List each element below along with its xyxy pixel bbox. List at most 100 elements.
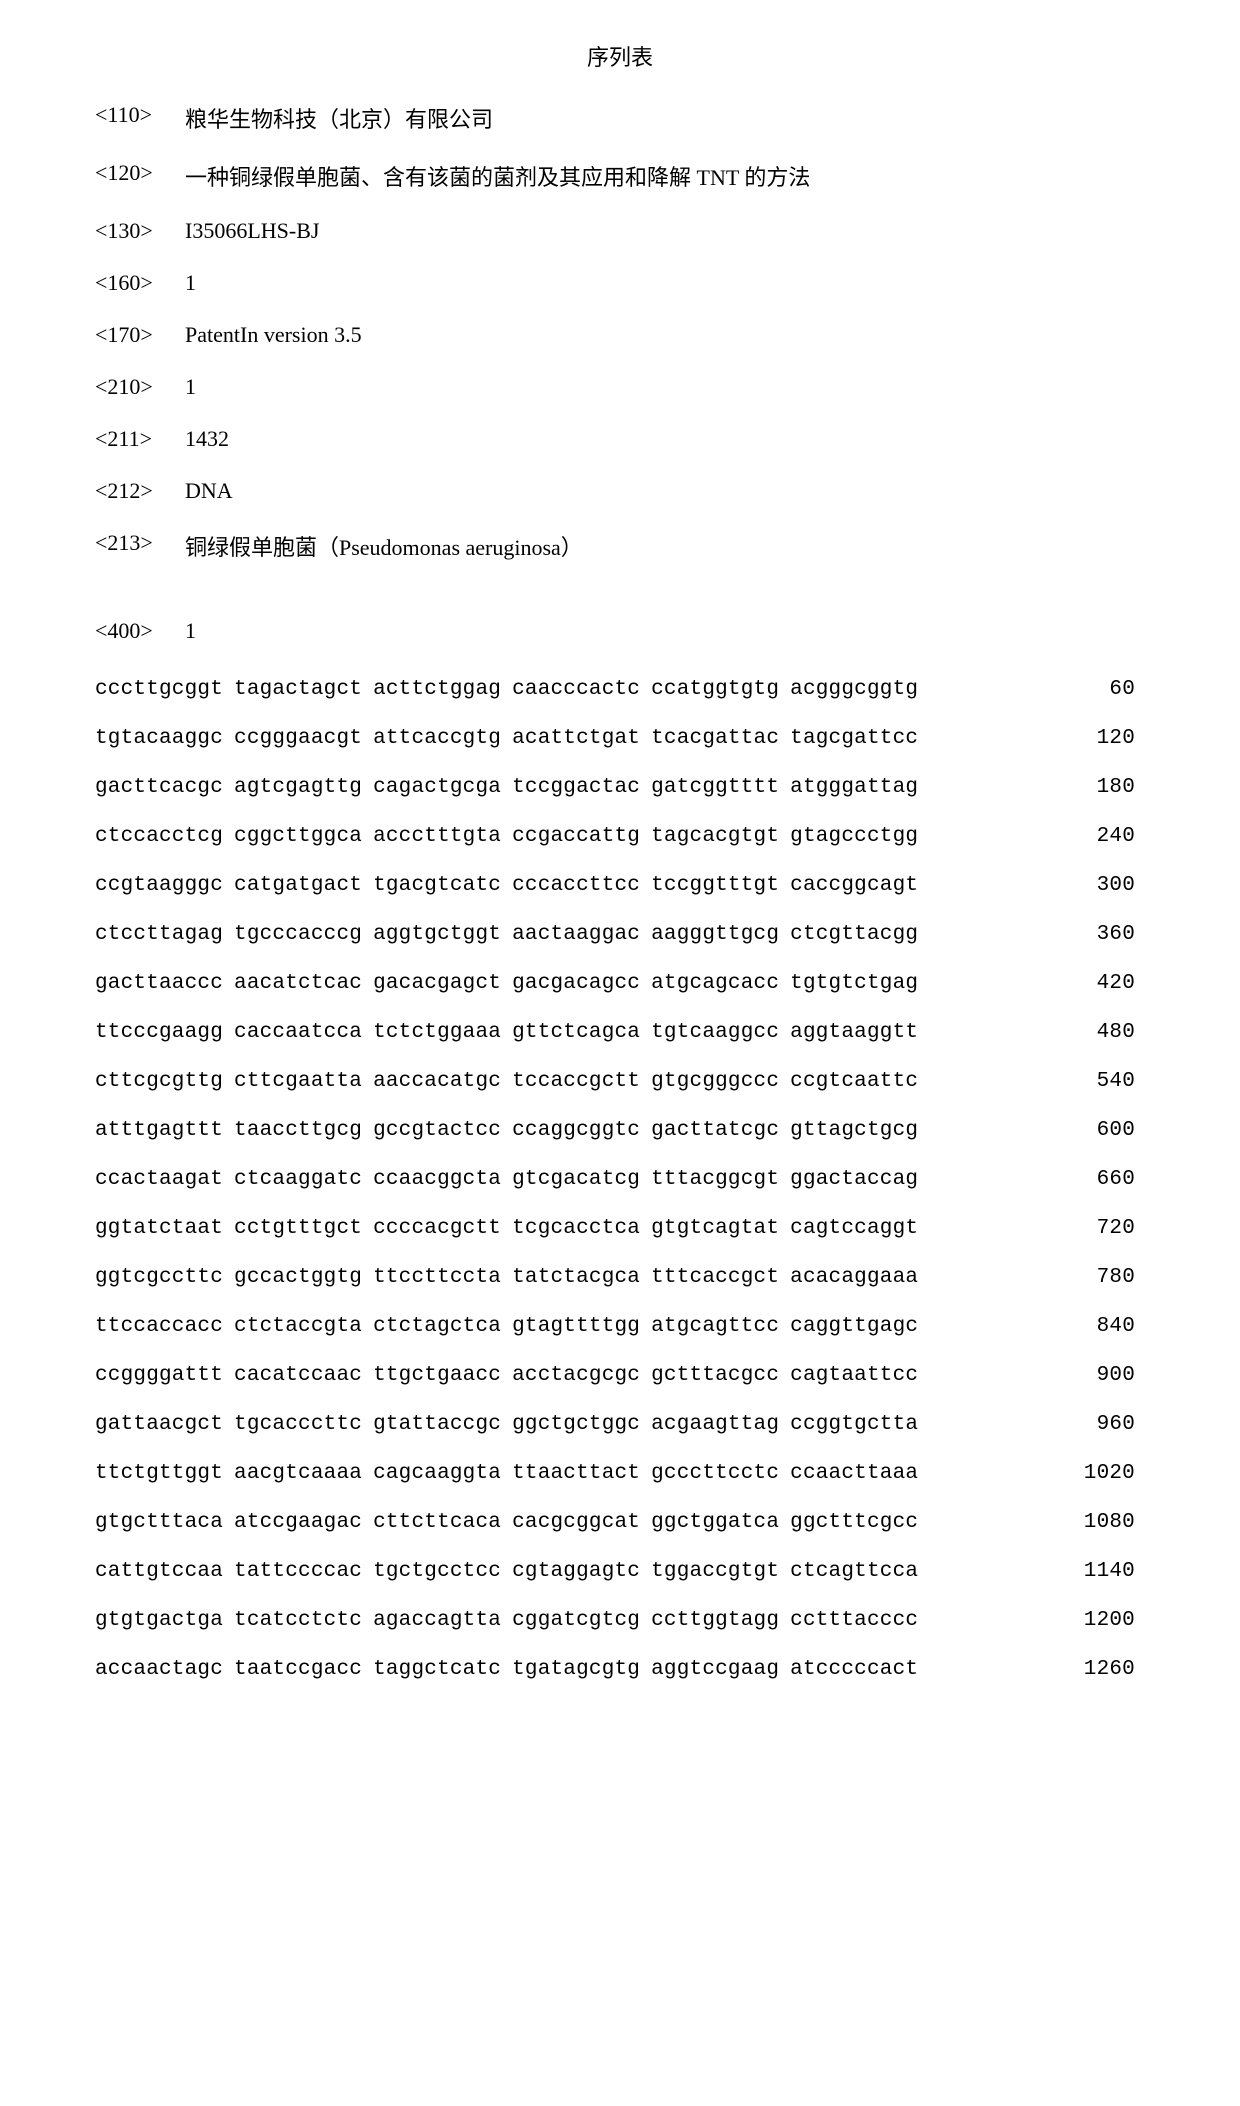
sequence-block: ggctgctggc [512, 1413, 640, 1436]
sequence-blocks: gacttcacgcagtcgagttgcagactgcgatccggactac… [95, 776, 918, 799]
sequence-block: catgatgact [234, 874, 362, 897]
sequence-blocks: tgtacaaggcccgggaacgtattcaccgtgacattctgat… [95, 727, 918, 750]
sequence-block: tggaccgtgt [651, 1560, 779, 1583]
sequence-position: 900 [1075, 1364, 1145, 1387]
header-line: <120>一种铜绿假单胞菌、含有该菌的菌剂及其应用和降解 TNT 的方法 [95, 160, 1145, 192]
sequence-block: ggactaccag [790, 1168, 918, 1191]
sequence-block: taaccttgcg [234, 1119, 362, 1142]
sequence-block: aggtccgaag [651, 1658, 779, 1681]
sequence-block: ccccacgctt [373, 1217, 501, 1240]
sequence-blocks: ccactaagatctcaaggatcccaacggctagtcgacatcg… [95, 1168, 918, 1191]
header-value: 1 [185, 270, 196, 296]
sequence-line: ccactaagatctcaaggatcccaacggctagtcgacatcg… [95, 1168, 1145, 1191]
sequence-line: ggtcgccttcgccactggtgttccttcctatatctacgca… [95, 1266, 1145, 1289]
sequence-block: gccactggtg [234, 1266, 362, 1289]
sequence-block: gcccttcctc [651, 1462, 779, 1485]
sequence-block: attcaccgtg [373, 727, 501, 750]
sequence-position: 60 [1075, 678, 1145, 701]
sequence-block: cattgtccaa [95, 1560, 223, 1583]
sequence-position: 180 [1075, 776, 1145, 799]
sequence-block: tgacgtcatc [373, 874, 501, 897]
sequence-block: ccaacggcta [373, 1168, 501, 1191]
header-value: I35066LHS-BJ [185, 218, 319, 244]
sequence-block: caggttgagc [790, 1315, 918, 1338]
sequence-block: ttgctgaacc [373, 1364, 501, 1387]
sequence-block: gccgtactcc [373, 1119, 501, 1142]
header-tag: <212> [95, 478, 185, 504]
sequence-block: ggctttcgcc [790, 1511, 918, 1534]
sequence-block: cttcttcaca [373, 1511, 501, 1534]
sequence-block: gctttacgcc [651, 1364, 779, 1387]
sequence-position: 240 [1075, 825, 1145, 848]
sequence-line: ccgtaagggccatgatgacttgacgtcatccccaccttcc… [95, 874, 1145, 897]
sequence-block: ccggtgctta [790, 1413, 918, 1436]
sequence-section: cccttgcggttagactagctacttctggagcaacccactc… [95, 678, 1145, 1681]
sequence-block: gtgtcagtat [651, 1217, 779, 1240]
sequence-block: gattaacgct [95, 1413, 223, 1436]
sequence-line: ctccttagagtgcccacccgaggtgctggtaactaaggac… [95, 923, 1145, 946]
sequence-position: 300 [1075, 874, 1145, 897]
sequence-line: gtgctttacaatccgaagaccttcttcacacacgcggcat… [95, 1511, 1145, 1534]
sequence-block: ccatggtgtg [651, 678, 779, 701]
sequence-line: cccttgcggttagactagctacttctggagcaacccactc… [95, 678, 1145, 701]
sequence-block: ggtatctaat [95, 1217, 223, 1240]
sequence-block: cagtccaggt [790, 1217, 918, 1240]
sequence-block: gtcgacatcg [512, 1168, 640, 1191]
sequence-block: acctacgcgc [512, 1364, 640, 1387]
sequence-line: atttgagttt taaccttgcg gccgtactcc ccaggcggtc… [95, 1119, 1145, 1142]
sequence-block: ctcagttcca [790, 1560, 918, 1583]
sequence-line: tgtacaaggcccgggaacgtattcaccgtgacattctgat… [95, 727, 1145, 750]
header-line: <211>1432 [95, 426, 1145, 452]
sequence-block: acacaggaaa [790, 1266, 918, 1289]
sequence-blocks: ctccttagagtgcccacccgaggtgctggtaactaaggac… [95, 923, 918, 946]
sequence-block: taggctcatc [373, 1658, 501, 1681]
sequence-position: 660 [1075, 1168, 1145, 1191]
sequence-block: tgtgtctgag [790, 972, 918, 995]
sequence-blocks: gtgtgactgatcatcctctcagaccagttacggatcgtcg… [95, 1609, 918, 1632]
sequence-block: ttccttccta [373, 1266, 501, 1289]
sequence-block: cacatccaac [234, 1364, 362, 1387]
sequence-block: aagggttgcg [651, 923, 779, 946]
sequence-block: cagcaaggta [373, 1462, 501, 1485]
sequence-block: aacatctcac [234, 972, 362, 995]
sequence-block: ggctggatca [651, 1511, 779, 1534]
sequence-block: tttcaccgct [651, 1266, 779, 1289]
sequence-position: 360 [1075, 923, 1145, 946]
sequence-block: ctccttagag [95, 923, 223, 946]
sequence-blocks: atttgagttt taaccttgcg gccgtactcc ccaggcggtc… [95, 1119, 918, 1142]
sequence-blocks: gtgctttacaatccgaagaccttcttcacacacgcggcat… [95, 1511, 918, 1534]
sequence-blocks: cattgtccaatattccccactgctgcctcccgtaggagtc… [95, 1560, 918, 1583]
header-line: <130>I35066LHS-BJ [95, 218, 1145, 244]
header-tag: <130> [95, 218, 185, 244]
sequence-block: tgtacaaggc [95, 727, 223, 750]
sequence-block: cggcttggca [234, 825, 362, 848]
sequence-block: caacccactc [512, 678, 640, 701]
sequence-block: cgtaggagtc [512, 1560, 640, 1583]
sequence-block: tccaccgctt [512, 1070, 640, 1093]
sequence-block: tgctgcctcc [373, 1560, 501, 1583]
sequence-block: acttctggag [373, 678, 501, 701]
sequence-block: cacgcggcat [512, 1511, 640, 1534]
sequence-block: tttacggcgt [651, 1168, 779, 1191]
sequence-position: 480 [1075, 1021, 1145, 1044]
sequence-block: gatcggtttt [651, 776, 779, 799]
sequence-block: ctcaaggatc [234, 1168, 362, 1191]
header-line: <212>DNA [95, 478, 1145, 504]
sequence-block: ccttggtagg [651, 1609, 779, 1632]
sequence-block: ccggggattt [95, 1364, 223, 1387]
sequence-line: cattgtccaatattccccactgctgcctcccgtaggagtc… [95, 1560, 1145, 1583]
sequence-block: atgcagcacc [651, 972, 779, 995]
sequence-block: ccgaccattg [512, 825, 640, 848]
sequence-line: ttcccgaaggcaccaatccatctctggaaagttctcagca… [95, 1021, 1145, 1044]
sequence-position: 420 [1075, 972, 1145, 995]
sequence-blocks: ttccaccaccctctaccgtactctagctcagtagttttgg… [95, 1315, 918, 1338]
sequence-block: ccgggaacgt [234, 727, 362, 750]
sequence-block: ccgtcaattc [790, 1070, 918, 1093]
header-line: <170>PatentIn version 3.5 [95, 322, 1145, 348]
sequence-block: atttgagttt [95, 1119, 223, 1142]
sequence-block: ccaggcggtc [512, 1119, 640, 1142]
seq-id-value: 1 [185, 618, 196, 644]
sequence-position: 600 [1075, 1119, 1145, 1142]
sequence-block: gtagttttgg [512, 1315, 640, 1338]
header-line: <213>铜绿假单胞菌（Pseudomonas aeruginosa） [95, 530, 1145, 562]
